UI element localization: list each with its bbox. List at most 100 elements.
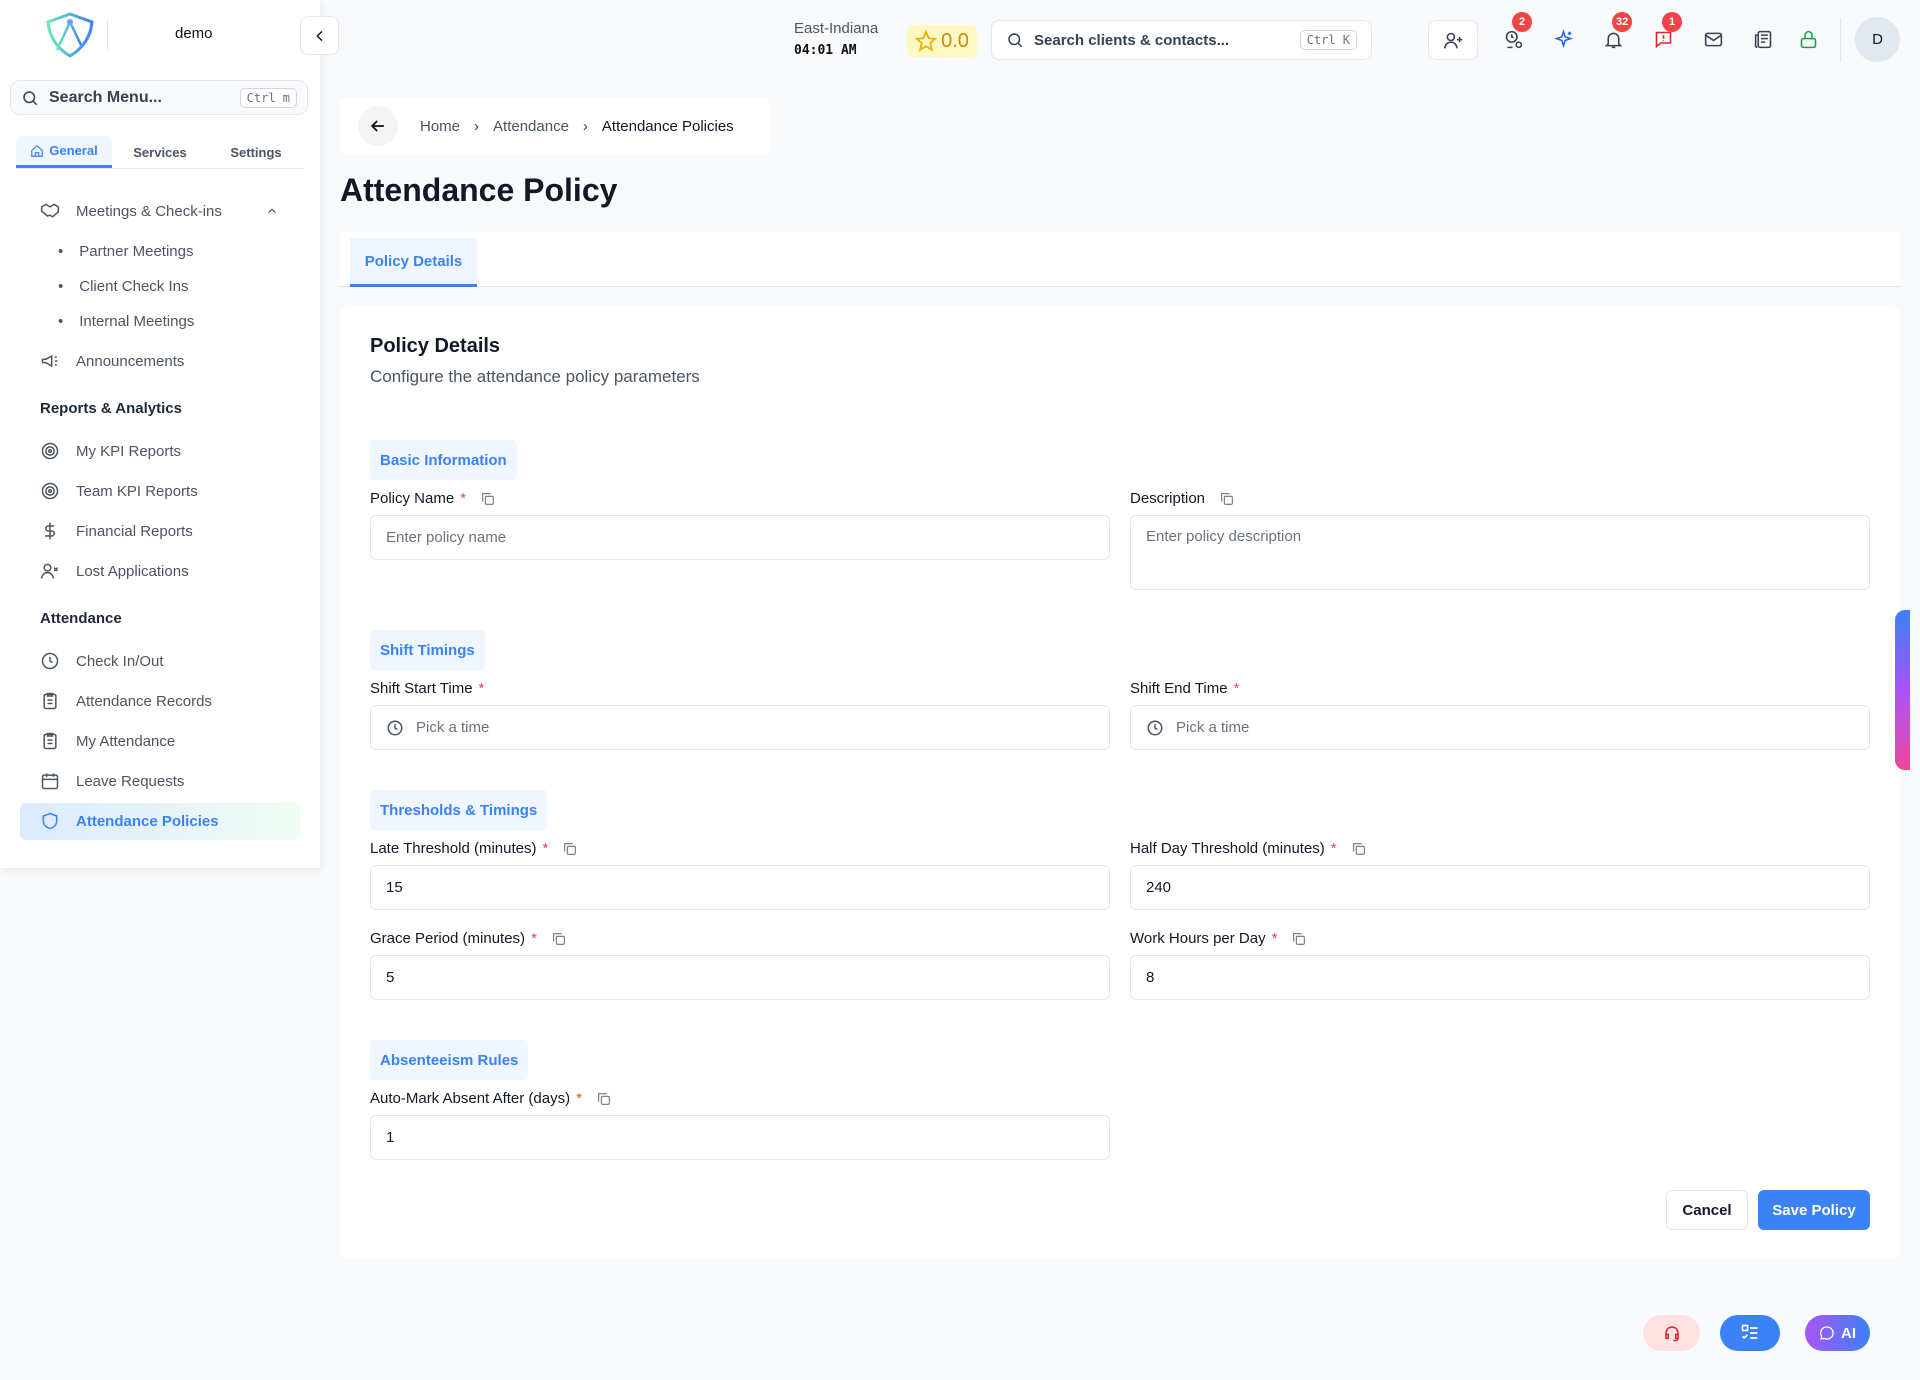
news-button[interactable] [1748,24,1778,54]
chevron-up-icon[interactable] [265,204,279,218]
breadcrumb-attendance[interactable]: Attendance [493,117,569,135]
alerts-badge: 1 [1662,12,1682,32]
copy-icon[interactable] [480,491,496,507]
clock-icon [41,652,59,670]
sidebar-item-team-kpi[interactable]: Team KPI Reports [40,476,198,506]
newspaper-icon [1754,30,1771,48]
chevron-right-icon: › [582,117,588,135]
collapse-sidebar-button[interactable] [300,16,339,55]
brand-name: demo [175,25,213,42]
chat-icon [1819,1326,1834,1340]
alerts-button[interactable]: 1 [1648,12,1682,54]
chevron-right-icon: › [474,117,480,135]
ai-chat-button[interactable]: AI [1805,1315,1870,1351]
mail-icon [1704,32,1722,46]
global-search-input[interactable]: Search clients & contacts... Ctrl K [991,20,1372,60]
contacts-button[interactable]: 2 [1498,12,1532,54]
current-time: 04:01 AM [794,43,857,58]
notifications-button[interactable]: 32 [1598,12,1633,54]
sidebar-item-my-kpi[interactable]: My KPI Reports [40,436,181,466]
ai-sparkle-button[interactable] [1548,24,1578,54]
tab-label: Services [133,144,187,160]
back-button[interactable] [358,106,398,146]
shift-start-label: Shift Start Time * [370,680,485,697]
sidebar-item-meetings[interactable]: Meetings & Check-ins [40,196,222,226]
auto-absent-input[interactable]: 1 [370,1115,1110,1160]
tab-policy-details[interactable]: Policy Details [350,238,477,287]
late-threshold-input[interactable]: 15 [370,865,1110,910]
sidebar-subitem-internal-meetings[interactable]: • Internal Meetings [58,312,195,330]
headset-icon [1664,1326,1679,1342]
search-icon [23,90,38,105]
section-shift-timings: Shift Timings [370,630,485,670]
save-policy-button[interactable]: Save Policy [1758,1190,1870,1230]
copy-icon[interactable] [562,841,578,857]
shift-start-time-picker[interactable]: Pick a time [370,705,1110,750]
message-alert-icon [1655,31,1671,48]
side-panel-handle[interactable] [1895,610,1910,770]
dollar-icon [45,522,55,540]
sidebar-subitem-partner-meetings[interactable]: • Partner Meetings [58,242,194,260]
sidebar-item-attendance-policies[interactable]: Attendance Policies [40,806,219,836]
sidebar-item-label: Announcements [76,352,185,370]
checklist-icon [1741,1324,1758,1340]
copy-icon[interactable] [1351,841,1367,857]
grace-period-input[interactable]: 5 [370,955,1110,1000]
rating-value: 0.0 [941,29,969,52]
tasks-button[interactable] [1720,1315,1780,1351]
chevron-left-icon [315,30,323,41]
tab-bar: Policy Details [340,232,1900,287]
star-icon [915,30,938,52]
sidebar-item-leave-requests[interactable]: Leave Requests [40,766,184,796]
user-avatar[interactable]: D [1855,17,1900,62]
copy-icon[interactable] [596,1091,612,1107]
sidebar: demo Search Menu... Ctrl m General Servi… [0,0,320,868]
breadcrumb-home[interactable]: Home [420,117,461,135]
sidebar-item-attendance-records[interactable]: Attendance Records [40,686,212,716]
bell-icon [1604,32,1622,48]
policy-name-input[interactable]: Enter policy name [370,515,1110,560]
form-subtitle: Configure the attendance policy paramete… [370,367,700,386]
clipboard-icon [43,692,57,710]
rating-badge[interactable]: 0.0 [907,25,977,57]
sidebar-item-my-attendance[interactable]: My Attendance [40,726,175,756]
target-icon [41,442,59,460]
half-day-threshold-input[interactable]: 240 [1130,865,1870,910]
sidebar-subitem-client-check-ins[interactable]: • Client Check Ins [58,277,189,295]
cancel-button[interactable]: Cancel [1666,1190,1748,1230]
copy-icon[interactable] [551,931,567,947]
policy-name-label: Policy Name * [370,490,496,507]
sidebar-item-financial[interactable]: Financial Reports [40,516,193,546]
form-title: Policy Details [370,335,501,357]
logo [45,12,95,58]
section-thresholds: Thresholds & Timings [370,790,548,830]
auto-absent-label: Auto-Mark Absent After (days) * [370,1090,612,1107]
shift-end-time-picker[interactable]: Pick a time [1130,705,1870,750]
sidebar-item-label: Team KPI Reports [76,482,198,500]
sidebar-item-lost-applications[interactable]: Lost Applications [40,556,189,586]
tab-settings[interactable]: Settings [208,136,304,168]
tab-services[interactable]: Services [112,136,208,168]
sidebar-item-check-in-out[interactable]: Check In/Out [40,646,164,676]
user-plus-icon [1443,32,1462,48]
megaphone-icon [41,354,58,368]
tab-label: Settings [230,144,282,160]
support-button[interactable] [1643,1315,1700,1351]
clock-icon [387,720,403,735]
description-textarea[interactable]: Enter policy description [1130,515,1870,590]
sidebar-item-announcements[interactable]: Announcements [40,346,184,376]
copy-icon[interactable] [1219,491,1235,507]
copy-icon[interactable] [1291,931,1307,947]
lock-button[interactable] [1793,24,1823,54]
clipboard-icon [43,732,57,750]
breadcrumb: Home › Attendance › Attendance Policies [340,97,770,155]
shortcut-hint: Ctrl m [239,87,297,108]
sidebar-item-label: Partner Meetings [79,242,194,260]
mail-button[interactable] [1698,24,1728,54]
sidebar-item-label: Internal Meetings [79,312,195,330]
tab-general[interactable]: General [16,136,112,168]
menu-search-input[interactable]: Search Menu... Ctrl m [10,80,308,115]
section-basic-information: Basic Information [370,440,517,480]
work-hours-input[interactable]: 8 [1130,955,1870,1000]
add-contact-button[interactable] [1428,20,1478,60]
